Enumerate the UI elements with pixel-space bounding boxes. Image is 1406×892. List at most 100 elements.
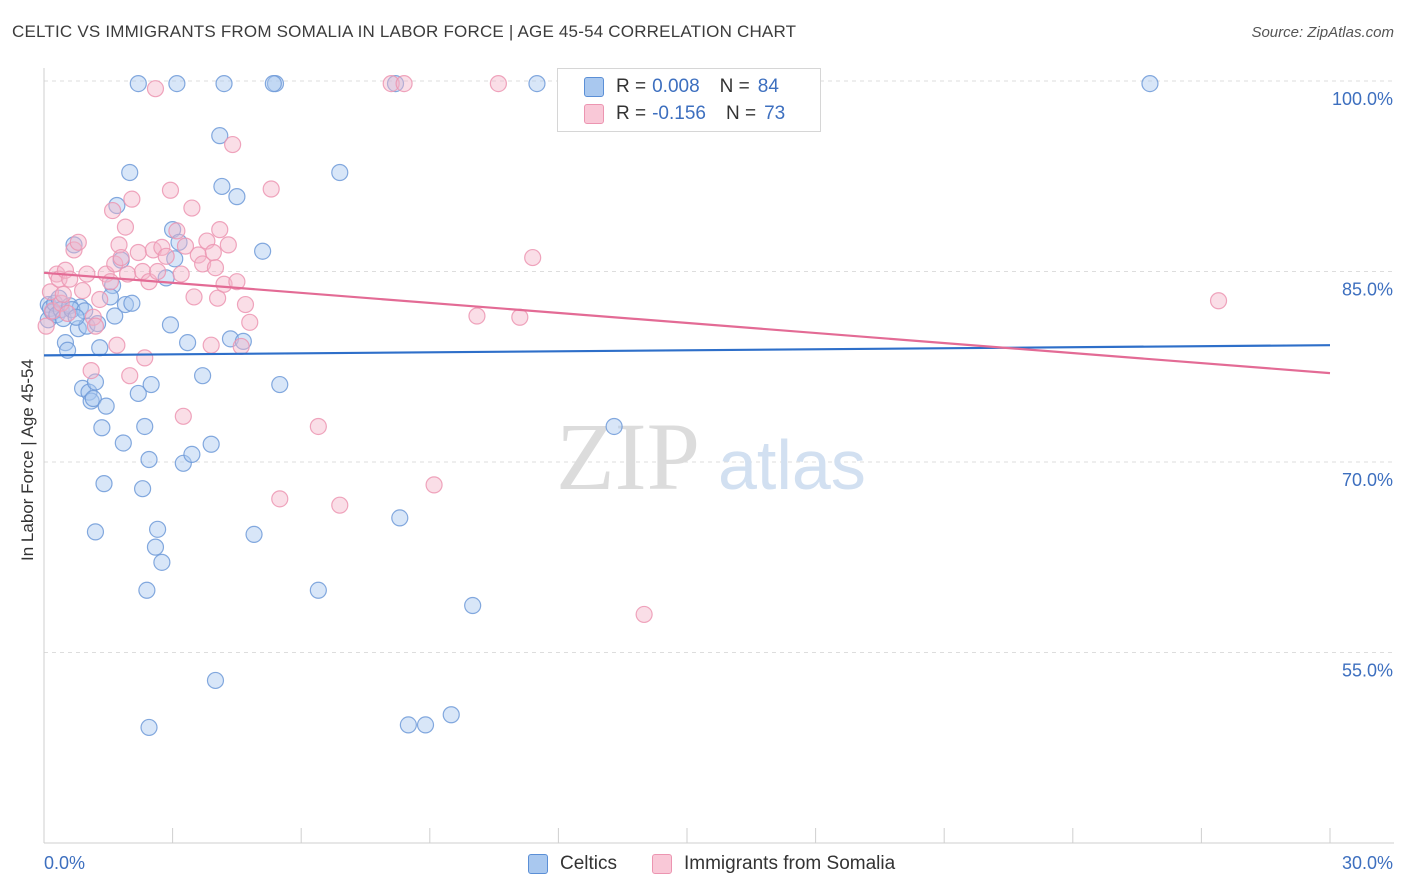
- somalia-point: [168, 222, 186, 240]
- celtics-point: [146, 538, 165, 556]
- legend-row-celtics: R = 0.008 N = 84: [584, 75, 779, 99]
- somalia-point: [228, 273, 246, 291]
- x-tick-label: 0.0%: [44, 853, 85, 873]
- celtics-point: [605, 417, 623, 436]
- somalia-point: [183, 199, 201, 217]
- celtics-point: [95, 475, 113, 493]
- somalia-point: [1209, 292, 1228, 310]
- r-value: 0.008: [652, 76, 700, 97]
- tick-labels: 100.0% 85.0% 70.0% 55.0% 0.0% 30.0%: [44, 89, 1393, 873]
- celtics-point: [391, 509, 409, 527]
- chart-title: CELTIC VS IMMIGRANTS FROM SOMALIA IN LAB…: [12, 22, 797, 41]
- somalia-point: [194, 255, 212, 273]
- somalia-point: [58, 304, 77, 323]
- somalia-point: [78, 265, 96, 283]
- somalia-point: [112, 248, 130, 267]
- somalia-point: [395, 74, 413, 93]
- celtics-point: [228, 188, 246, 206]
- somalia-point: [219, 236, 237, 254]
- celtics-point: [106, 307, 124, 325]
- celtics-point: [464, 596, 482, 615]
- somalia-point: [185, 288, 203, 306]
- somalia-point: [146, 80, 165, 98]
- celtics-point: [179, 334, 197, 352]
- somalia-point: [232, 337, 250, 356]
- somalia-point: [206, 259, 225, 277]
- celtics-swatch: [584, 77, 604, 97]
- somalia-swatch: [652, 854, 672, 874]
- somalia-point: [174, 407, 192, 425]
- celtics-point: [123, 294, 141, 312]
- r-value: -0.156: [652, 103, 706, 124]
- celtics-point: [174, 454, 192, 472]
- somalia-point: [110, 236, 128, 254]
- somalia-point: [511, 308, 529, 326]
- celtics-point: [138, 581, 156, 599]
- somalia-point: [41, 283, 60, 301]
- legend-item-celtics[interactable]: Celtics: [528, 853, 617, 875]
- celtics-point: [84, 389, 102, 408]
- celtics-point: [183, 445, 201, 464]
- somalia-point: [116, 218, 135, 236]
- celtics-point: [140, 718, 158, 737]
- somalia-point: [489, 74, 507, 93]
- celtics-point: [82, 392, 100, 410]
- celtics-point: [528, 74, 546, 93]
- somalia-point: [262, 180, 280, 198]
- somalia-point: [121, 367, 139, 385]
- celtics-point: [142, 375, 160, 394]
- somalia-point: [148, 262, 167, 281]
- somalia-point: [176, 237, 195, 255]
- celtics-point: [116, 295, 135, 314]
- legend-item-somalia[interactable]: Immigrants from Somalia: [652, 853, 895, 875]
- celtics-point: [271, 375, 289, 394]
- watermark-zip: ZIP: [556, 403, 700, 510]
- celtics-point: [399, 716, 417, 734]
- y-tick-label: 70.0%: [1342, 470, 1393, 490]
- celtics-point: [161, 316, 180, 334]
- somalia-point: [211, 221, 229, 239]
- somalia-point: [331, 496, 349, 514]
- somalia-point: [161, 181, 180, 199]
- somalia-point: [172, 265, 190, 283]
- somalia-point: [157, 247, 175, 265]
- celtics-point: [442, 706, 460, 724]
- somalia-point: [468, 307, 486, 325]
- celtics-point: [129, 384, 147, 403]
- somalia-point: [106, 255, 124, 273]
- y-tick-label: 85.0%: [1342, 280, 1393, 300]
- celtics-point: [114, 434, 132, 452]
- celtics-point: [202, 435, 220, 453]
- source-label: Source: ZipAtlas.com: [1251, 24, 1394, 41]
- celtics-point: [91, 339, 109, 357]
- celtics-point: [416, 716, 435, 734]
- celtics-point: [133, 480, 152, 498]
- celtics-point: [148, 520, 167, 538]
- celtics-point: [211, 127, 229, 145]
- legend-row-somalia: R = -0.156 N = 73: [584, 102, 785, 126]
- somalia-point: [202, 336, 220, 354]
- celtics-point: [264, 74, 282, 93]
- somalia-point: [236, 295, 255, 314]
- somalia-point: [37, 317, 55, 335]
- somalia-point: [82, 361, 100, 380]
- n-label: N =: [719, 76, 750, 97]
- celtics-point: [194, 367, 212, 385]
- somalia-point: [209, 289, 227, 307]
- somalia-point: [224, 135, 242, 154]
- celtics-point: [76, 302, 94, 320]
- somalia-point: [425, 476, 443, 494]
- celtics-point: [101, 288, 120, 306]
- somalia-point: [204, 243, 222, 262]
- x-tick-label: 30.0%: [1342, 853, 1393, 873]
- somalia-point: [129, 243, 147, 262]
- celtics-point: [97, 397, 115, 415]
- somalia-point: [136, 349, 154, 367]
- legend-label: Celtics: [560, 853, 618, 874]
- celtics-point: [93, 419, 111, 437]
- legend-label: Immigrants from Somalia: [684, 853, 896, 874]
- celtics-point: [245, 525, 263, 544]
- somalia-point: [86, 317, 105, 335]
- celtics-point: [215, 74, 233, 93]
